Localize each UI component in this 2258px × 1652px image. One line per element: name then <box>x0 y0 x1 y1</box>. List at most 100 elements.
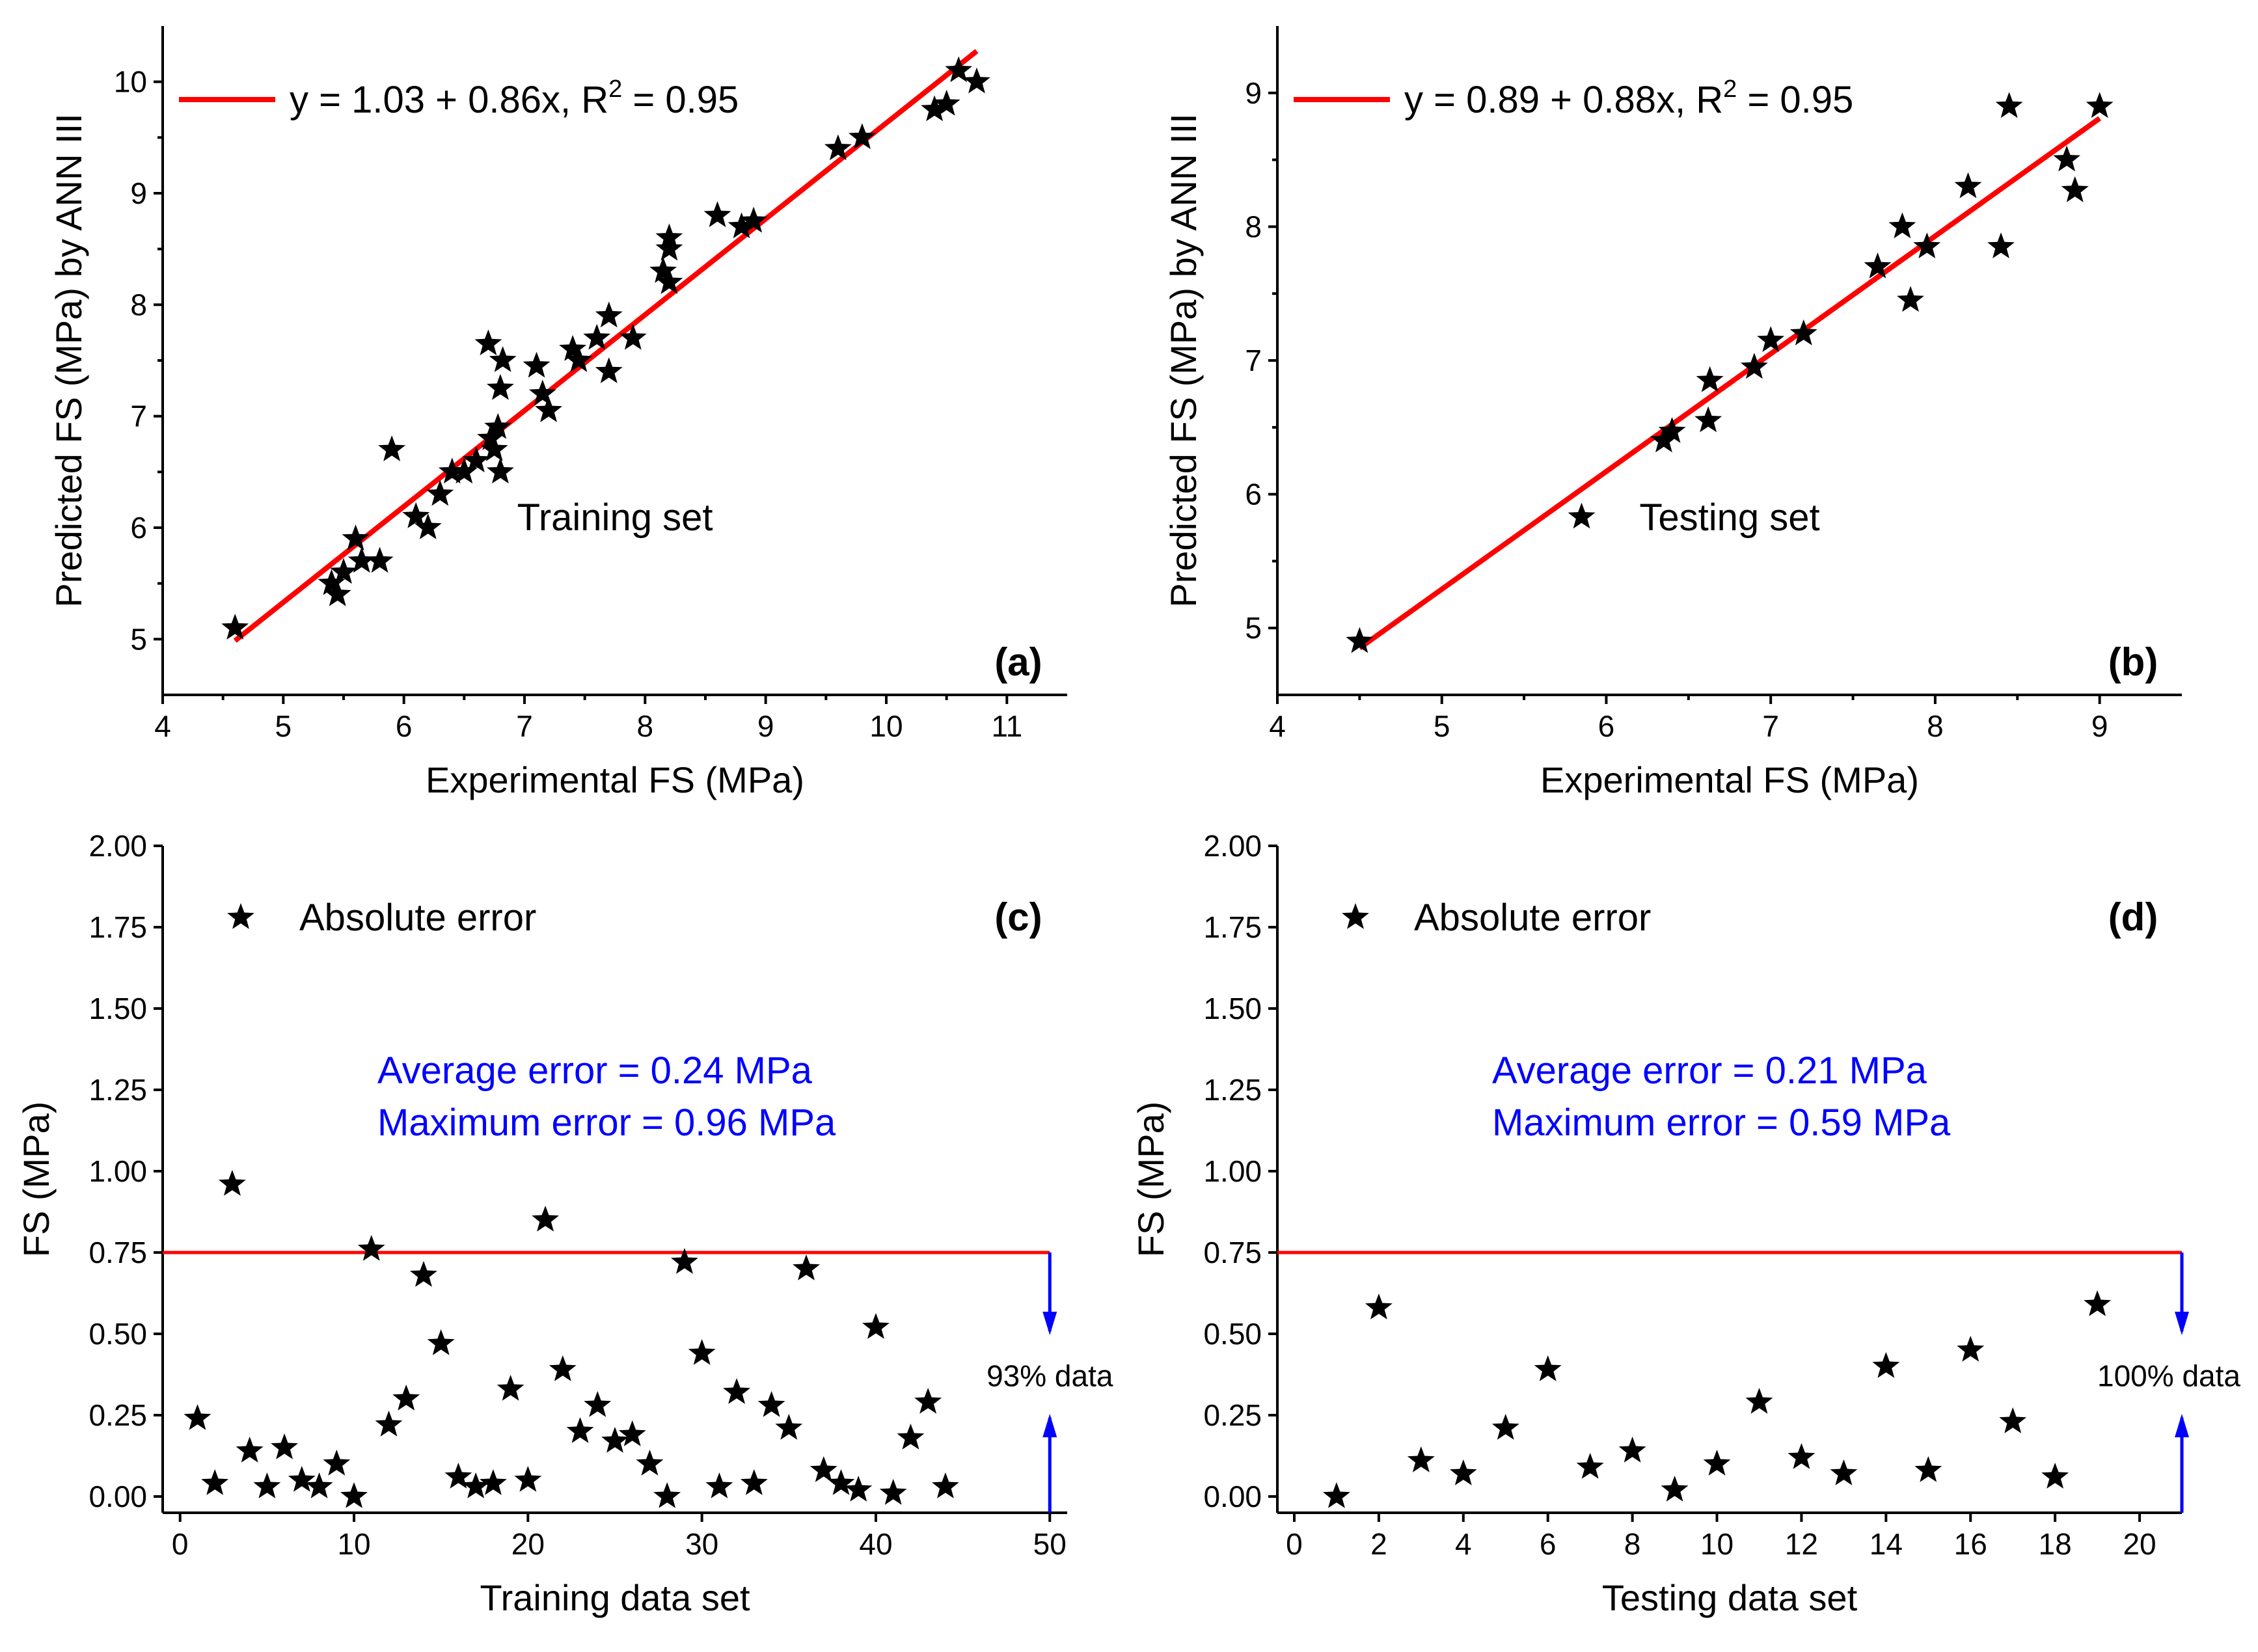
x-tick-label: 9 <box>2091 709 2108 743</box>
data-point-star <box>932 1472 959 1498</box>
panel-a-training-scatter: 4 5 6 7 8 9 10 11 5 6 7 8 9 10 Experimental FS (MPa) Pr… <box>48 26 1067 800</box>
data-point-star <box>775 1414 803 1440</box>
x-tick-label: 30 <box>685 1527 718 1561</box>
panel-b-testing-scatter: 4 5 6 7 8 9 5 6 7 8 9 Experimental FS (MPa) Predicte… <box>1163 26 2182 800</box>
y-axis-title: FS (MPa) <box>1130 1102 1171 1258</box>
data-point-star <box>1957 1336 1985 1362</box>
x-tick-label: 2 <box>1370 1527 1387 1561</box>
y-tick-label: 1.75 <box>88 910 147 944</box>
data-point-star <box>2061 176 2089 202</box>
data-point-star <box>480 1469 507 1495</box>
data-point-star <box>827 1469 855 1495</box>
x-tick-label: 50 <box>1033 1527 1067 1561</box>
data-point-star <box>653 1482 681 1508</box>
data-point-star <box>636 1450 664 1476</box>
data-point-star <box>1954 172 1982 198</box>
y-tick-label: 0.50 <box>88 1317 147 1351</box>
data-point-star <box>583 323 611 350</box>
data-point-star <box>1864 252 1892 278</box>
data-point-star <box>462 1472 490 1498</box>
x-tick-label: 20 <box>2123 1527 2156 1561</box>
data-point-star <box>1694 406 1722 433</box>
data-point-star <box>649 256 677 283</box>
data-point-star <box>288 1466 316 1492</box>
data-point-star <box>342 524 370 550</box>
y-tick-label: 1.00 <box>1203 1154 1262 1188</box>
x-tick-label: 20 <box>511 1527 545 1561</box>
x-tick-label: 11 <box>991 709 1022 743</box>
x-tick-label: 8 <box>637 709 654 743</box>
y-tick-label: 9 <box>1245 76 1262 110</box>
y-tick-label: 6 <box>130 511 147 545</box>
data-point-star <box>1534 1355 1562 1381</box>
data-point-star <box>1872 1352 1900 1378</box>
data-point-star <box>824 134 852 161</box>
panel-label: (d) <box>2108 895 2158 939</box>
data-point-star <box>1346 627 1374 653</box>
data-point-star <box>523 351 551 378</box>
y-tick-label: 1.75 <box>1203 910 1262 944</box>
data-point-star <box>921 95 949 122</box>
data-point-star <box>897 1424 925 1450</box>
data-point-star <box>1568 502 1596 529</box>
data-point-star <box>1788 1443 1816 1469</box>
data-point-star <box>532 1206 559 1232</box>
data-point-star <box>330 558 357 584</box>
x-tick-label: 40 <box>859 1527 892 1561</box>
y-tick-label: 7 <box>130 399 147 433</box>
y-tick-label: 2.00 <box>1203 829 1262 863</box>
fit-equation: y = 1.03 + 0.86x, R2 = 0.95 <box>290 75 739 121</box>
data-point-star <box>845 1476 873 1502</box>
data-point-star <box>595 301 623 328</box>
x-axis-title: Testing data set <box>1602 1577 1858 1618</box>
data-point-star <box>318 569 346 595</box>
data-point-star <box>1999 1407 2027 1433</box>
data-point-star <box>444 1463 472 1489</box>
data-point-star <box>489 346 517 372</box>
data-point-star <box>357 1235 385 1261</box>
data-point-star <box>565 346 593 372</box>
data-point-star <box>219 1170 246 1196</box>
x-tick-label: 0 <box>172 1527 189 1561</box>
y-axis-title: FS (MPa) <box>16 1102 57 1258</box>
data-point-star <box>932 89 960 116</box>
x-tick-label: 0 <box>1286 1527 1303 1561</box>
data-point-star <box>438 457 466 484</box>
y-tick-label: 0.00 <box>1203 1480 1262 1513</box>
data-point-star <box>514 1466 542 1492</box>
data-point-star <box>480 435 508 461</box>
data-point-star <box>1696 366 1724 392</box>
y-tick-label: 8 <box>130 288 147 321</box>
y-tick-label: 6 <box>1245 478 1262 511</box>
data-point-star <box>402 502 430 528</box>
data-point-star <box>378 435 406 461</box>
x-tick-label: 5 <box>1434 709 1450 743</box>
data-point-star <box>1789 319 1817 345</box>
data-point-star <box>619 323 647 350</box>
y-tick-label: 0.25 <box>88 1398 147 1432</box>
x-tick-label: 6 <box>1598 709 1615 743</box>
data-point-star <box>487 373 514 400</box>
data-point-star <box>879 1479 907 1505</box>
data-point-star <box>1576 1453 1604 1479</box>
data-point-star <box>793 1254 820 1280</box>
data-point-star <box>535 396 562 422</box>
coverage-label: 100% data <box>2097 1359 2240 1393</box>
x-axis-title: Experimental FS (MPa) <box>426 759 804 800</box>
legend-star-icon <box>1342 903 1369 929</box>
data-point-star <box>1830 1459 1858 1485</box>
data-point-star <box>740 206 768 233</box>
data-point-star <box>1407 1446 1435 1472</box>
data-point-star <box>1987 232 2015 258</box>
data-point-star <box>347 547 375 573</box>
data-point-star <box>1491 1414 1519 1440</box>
data-point-star <box>323 580 351 606</box>
data-point-star <box>601 1427 629 1453</box>
data-point-star <box>559 334 587 361</box>
data-point-star <box>1745 1388 1773 1414</box>
x-tick-label: 10 <box>869 709 903 743</box>
data-point-star <box>1757 326 1785 352</box>
legend-label: Absolute error <box>299 897 536 939</box>
x-tick-label: 6 <box>1540 1527 1557 1561</box>
data-point-star <box>1658 417 1686 443</box>
